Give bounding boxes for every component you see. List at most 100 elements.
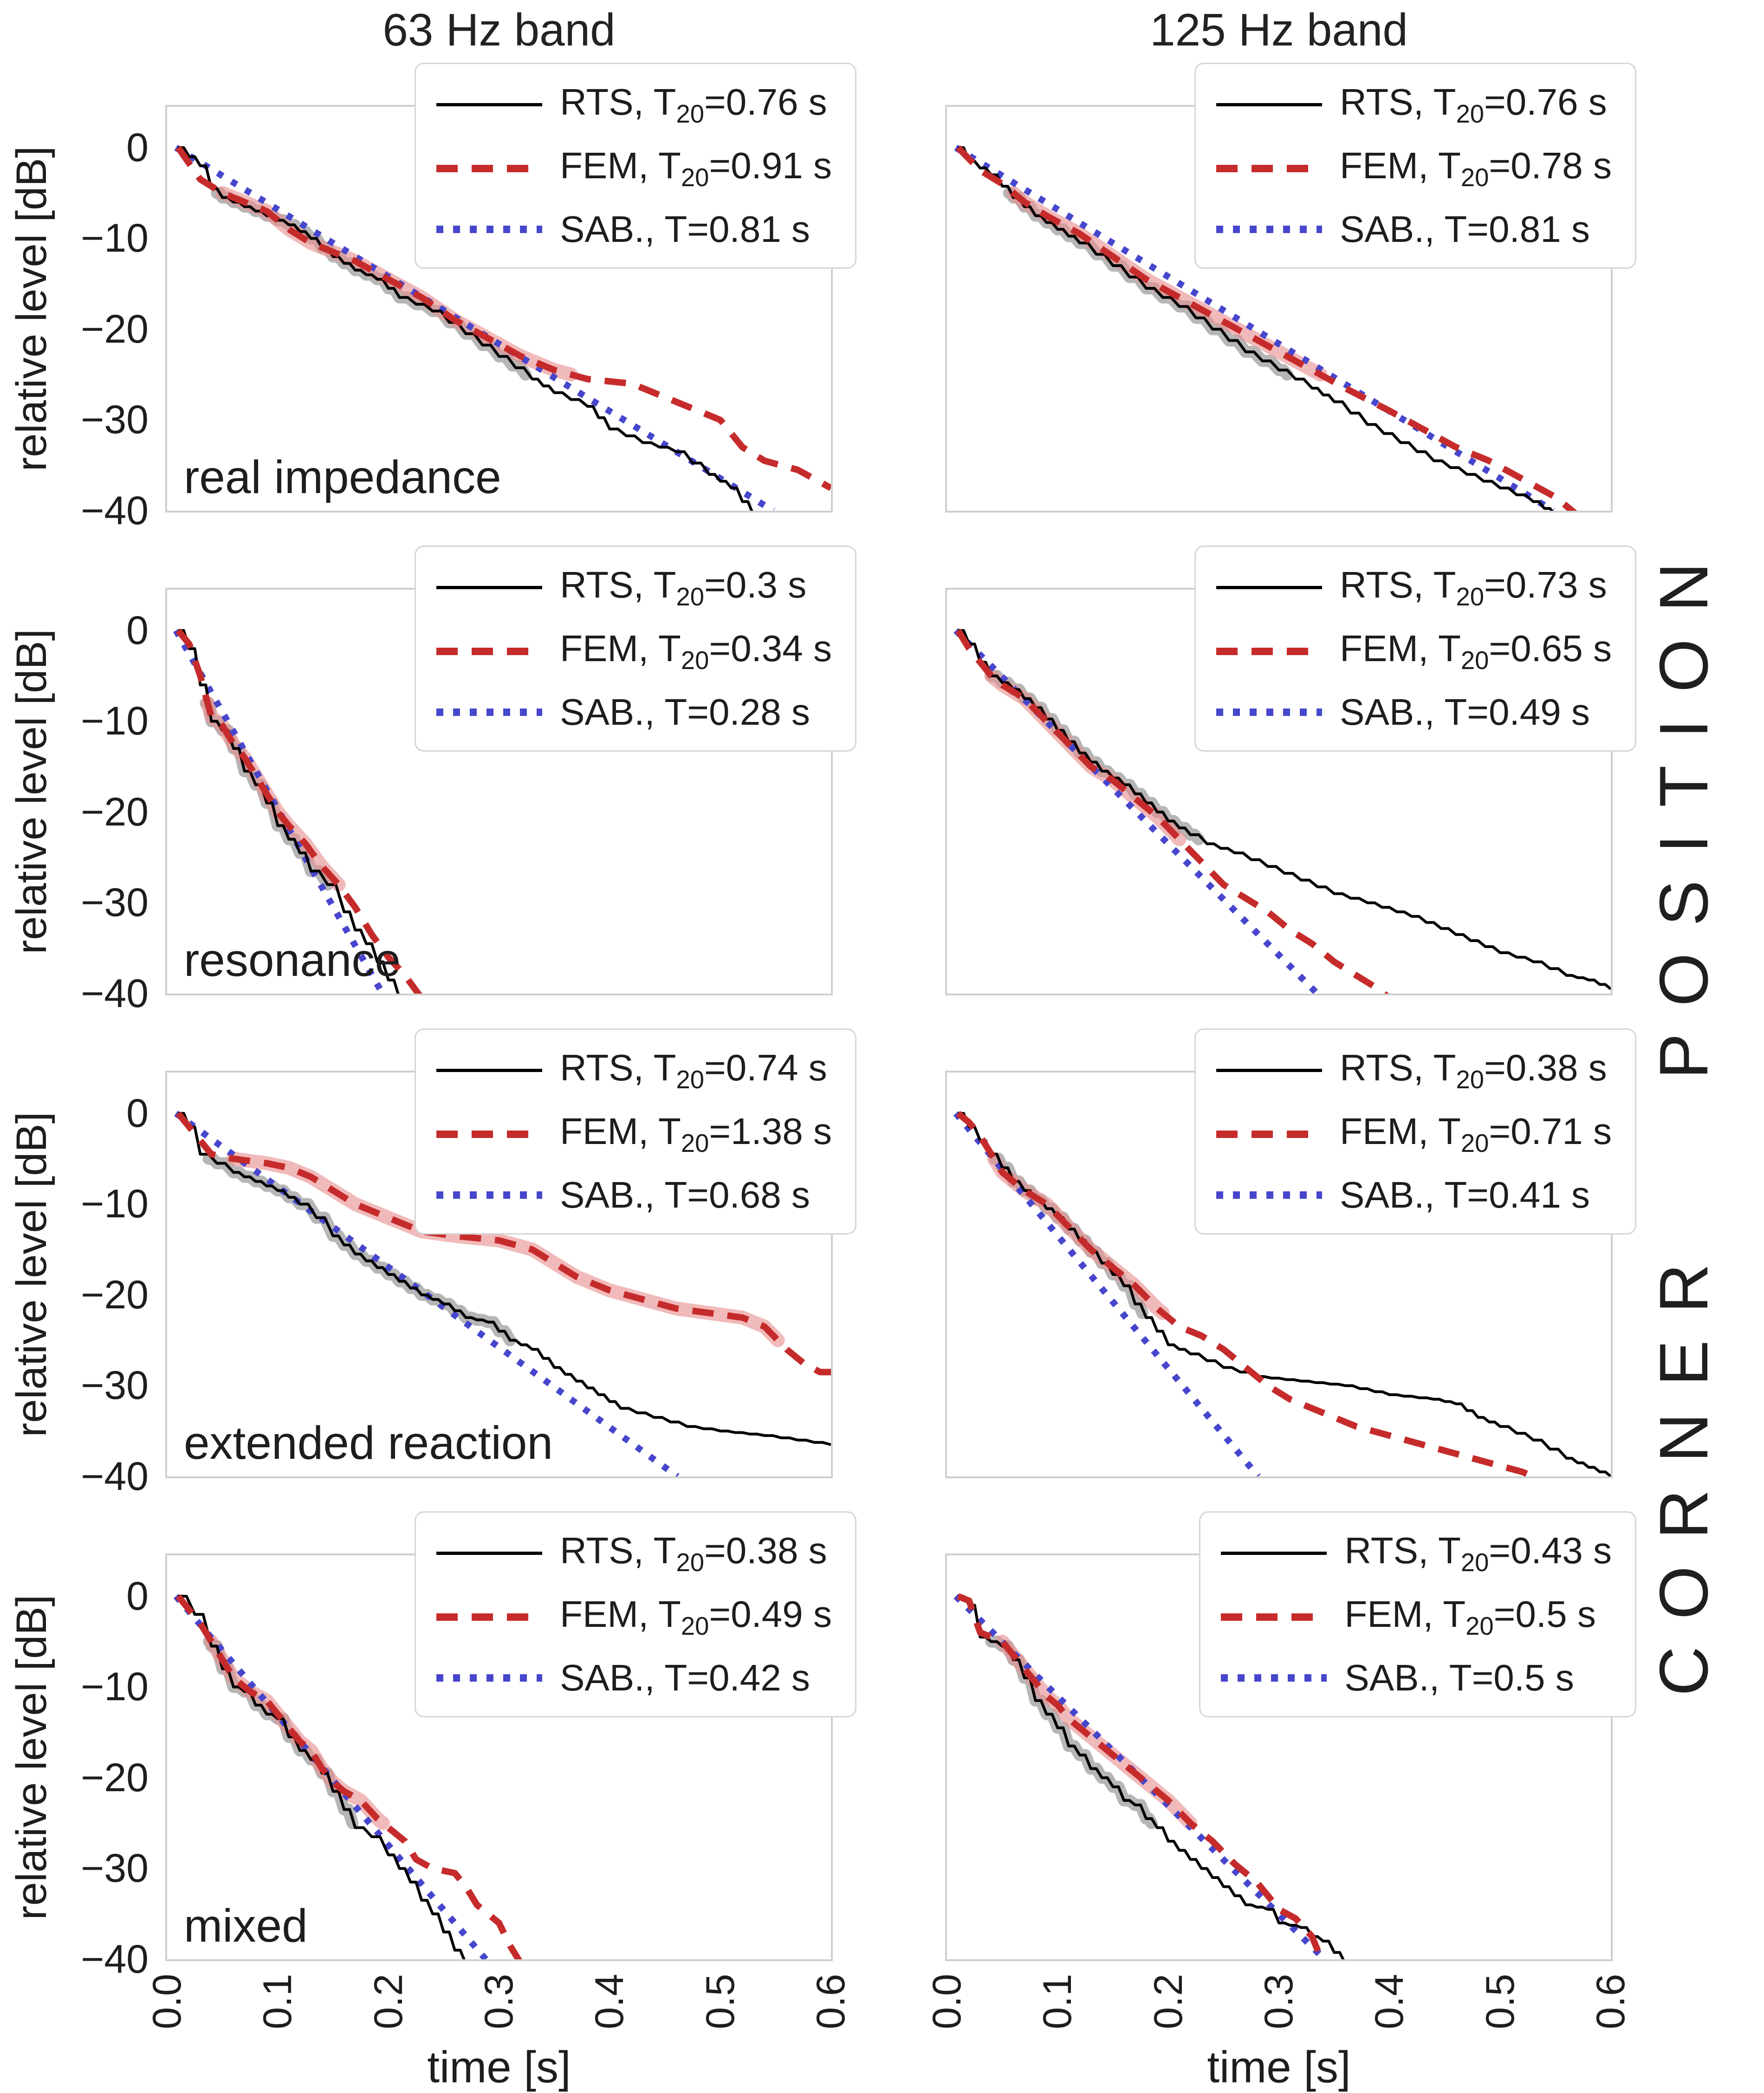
legend-label: FEM, T20=0.49 s [560, 1593, 832, 1640]
fem-legend-line-icon [1216, 164, 1323, 172]
legend-real-impedance-125-hz-band: RTS, T20=0.76 s FEM, T20=0.78 s SAB., T=0.… [1194, 63, 1636, 269]
y-tick-label: −30 [81, 1846, 149, 1891]
y-tick-label: −20 [81, 789, 149, 834]
y-tick-label: −40 [81, 488, 149, 533]
legend-label: FEM, T20=0.5 s [1344, 1593, 1596, 1640]
fem-legend-line-icon [1221, 1613, 1327, 1621]
x-tick-label: 0.4 [1367, 1974, 1412, 2029]
x-tick-label: 0.3 [477, 1974, 521, 2029]
legend-label: SAB., T=0.41 s [1340, 1174, 1590, 1216]
y-tick-label: 0 [126, 1091, 149, 1136]
legend-entry: FEM, T20=0.71 s [1216, 1110, 1612, 1158]
sab-legend-line-icon [1216, 1191, 1323, 1199]
legend-entry: SAB., T=0.28 s [436, 691, 832, 734]
y-tick-label: −20 [81, 1755, 149, 1800]
legend-entry: SAB., T=0.49 s [1216, 691, 1612, 734]
plot-real-impedance-63-hz-band: RTS, T20=0.76 s FEM, T20=0.91 s SAB., T=0.… [165, 63, 856, 513]
y-axis-label: relative level [dB] [8, 1112, 55, 1437]
rts-curve [178, 1112, 831, 1446]
legend-label: FEM, T20=0.91 s [560, 145, 832, 192]
plot-real-impedance-125-hz-band: RTS, T20=0.76 s FEM, T20=0.78 s SAB., T=0.… [945, 63, 1636, 513]
fem-curve [955, 629, 1389, 994]
legend-extended-reaction-125-hz-band: RTS, T20=0.38 s FEM, T20=0.71 s SAB., T=0.… [1194, 1028, 1636, 1235]
x-tick-label: 0.1 [1035, 1974, 1080, 2029]
rts-fit-highlight [985, 1635, 1158, 1829]
rts-curve [178, 629, 400, 994]
y-tick-label: −10 [81, 1182, 149, 1227]
x-tick-label: 0.3 [1257, 1974, 1301, 2029]
legend-label: SAB., T=0.81 s [560, 208, 810, 250]
sab-line [953, 1111, 1261, 1476]
fem-curve [955, 145, 1577, 511]
sab-legend-line-icon [1221, 1674, 1327, 1682]
legend-entry: SAB., T=0.81 s [436, 208, 832, 251]
y-tick-label: −30 [81, 1363, 149, 1408]
legend-label: RTS, T20=0.73 s [1340, 564, 1607, 611]
legend-entry: FEM, T20=0.65 s [1216, 627, 1612, 675]
y-tick-label: −10 [81, 699, 149, 744]
y-tick-label: −30 [81, 397, 149, 442]
y-tick-label: −20 [81, 1272, 149, 1317]
legend-entry: SAB., T=0.5 s [1221, 1657, 1612, 1699]
legend-label: RTS, T20=0.3 s [560, 564, 807, 611]
plot-extended-reaction-63-hz-band: RTS, T20=0.74 s FEM, T20=1.38 s SAB., T=0.… [165, 1028, 856, 1478]
legend-label: FEM, T20=0.65 s [1340, 628, 1612, 675]
legend-entry: FEM, T20=0.78 s [1216, 144, 1612, 192]
x-axis-label-left: time [s] [427, 2042, 571, 2092]
legend-entry: SAB., T=0.68 s [436, 1174, 832, 1216]
column-title-63hz: 63 Hz band [383, 4, 616, 55]
rts-curve [958, 1595, 1345, 1959]
sab-legend-line-icon [436, 226, 543, 233]
y-tick-label: 0 [126, 125, 149, 170]
legend-entry: RTS, T20=0.76 s [436, 81, 832, 129]
legend-entry: SAB., T=0.81 s [1216, 208, 1612, 251]
legend-label: FEM, T20=1.38 s [560, 1111, 832, 1157]
legend-entry: SAB., T=0.42 s [436, 1657, 832, 1699]
condition-label: extended reaction [184, 1417, 553, 1469]
plot-extended-reaction-125-hz-band: RTS, T20=0.38 s FEM, T20=0.71 s SAB., T=0.… [945, 1028, 1636, 1478]
y-axis-label: relative level [dB] [8, 1594, 55, 1920]
y-tick-label: 0 [126, 1573, 149, 1618]
rts-legend-line-icon [436, 586, 543, 589]
legend-label: SAB., T=0.5 s [1344, 1657, 1574, 1698]
legend-entry: RTS, T20=0.73 s [1216, 564, 1612, 611]
rts-legend-line-icon [436, 1069, 543, 1072]
sab-line [954, 145, 1555, 511]
x-axis-label-right: time [s] [1207, 2042, 1351, 2092]
legend-label: SAB., T=0.68 s [560, 1174, 810, 1216]
legend-label: RTS, T20=0.76 s [1340, 81, 1607, 128]
legend-label: RTS, T20=0.43 s [1344, 1530, 1612, 1577]
legend-entry: FEM, T20=1.38 s [436, 1110, 832, 1158]
plot-mixed-63-hz-band: RTS, T20=0.38 s FEM, T20=0.49 s SAB., T=0.… [165, 1511, 856, 1961]
side-label-corner-position: CORNER POSITION [1646, 535, 1722, 1696]
sab-legend-line-icon [1216, 708, 1323, 716]
plot-mixed-125-hz-band: RTS, T20=0.43 s FEM, T20=0.5 s SAB., T=0.5… [945, 1511, 1636, 1961]
rts-curve [958, 629, 1611, 990]
plot-resonance-125-hz-band: RTS, T20=0.73 s FEM, T20=0.65 s SAB., T=0.… [945, 546, 1636, 995]
legend-entry: FEM, T20=0.49 s [436, 1593, 832, 1641]
legend-entry: FEM, T20=0.34 s [436, 627, 832, 675]
y-tick-label: −40 [81, 1454, 149, 1499]
y-tick-label: −40 [81, 1937, 149, 1982]
fem-legend-line-icon [436, 647, 543, 655]
legend-label: SAB., T=0.81 s [1340, 208, 1590, 250]
x-tick-label: 0.0 [925, 1974, 969, 2029]
legend-mixed-63-hz-band: RTS, T20=0.38 s FEM, T20=0.49 s SAB., T=0.… [415, 1511, 856, 1717]
y-axis-label: relative level [dB] [8, 146, 55, 472]
legend-entry: RTS, T20=0.74 s [436, 1046, 832, 1094]
rts-curve [178, 146, 753, 511]
condition-label: resonance [184, 934, 401, 986]
column-title-125hz: 125 Hz band [1150, 4, 1408, 55]
legend-label: FEM, T20=0.78 s [1340, 145, 1612, 192]
x-tick-label: 0.5 [698, 1974, 743, 2029]
legend-label: SAB., T=0.28 s [560, 691, 810, 733]
legend-label: SAB., T=0.49 s [1340, 691, 1590, 733]
legend-entry: RTS, T20=0.38 s [1216, 1046, 1612, 1094]
legend-label: RTS, T20=0.38 s [1340, 1047, 1607, 1094]
legend-mixed-125-hz-band: RTS, T20=0.43 s FEM, T20=0.5 s SAB., T=0.5… [1199, 1511, 1636, 1717]
rts-legend-line-icon [436, 1552, 543, 1555]
rts-curve [958, 146, 1554, 511]
rts-curve [958, 1112, 1611, 1476]
sab-line [174, 145, 775, 511]
y-tick-label: 0 [126, 608, 149, 653]
